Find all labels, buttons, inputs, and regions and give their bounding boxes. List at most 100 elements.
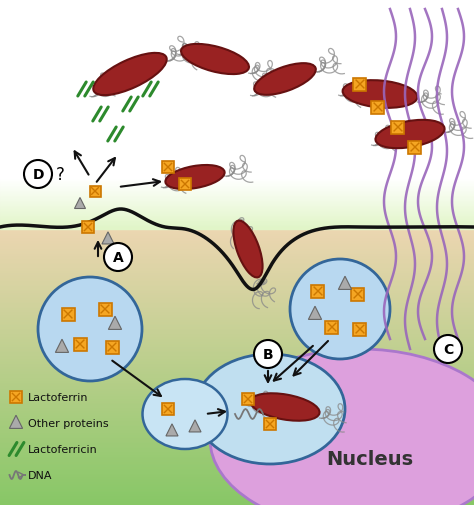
Bar — [0, 286, 474, 288]
Bar — [0, 264, 474, 266]
Polygon shape — [166, 424, 178, 436]
Bar — [0, 303, 474, 305]
Bar — [354, 78, 366, 91]
Bar — [0, 229, 474, 231]
Bar — [0, 67, 474, 69]
Bar — [0, 136, 474, 138]
Bar — [0, 47, 474, 49]
Bar — [0, 413, 474, 414]
Text: A: A — [113, 250, 123, 265]
Bar — [0, 421, 474, 423]
Bar — [0, 222, 474, 224]
Bar — [90, 186, 100, 197]
Bar — [0, 352, 474, 353]
Bar — [0, 382, 474, 384]
Bar — [0, 458, 474, 460]
Bar — [0, 140, 474, 141]
Bar — [0, 456, 474, 458]
Bar — [0, 436, 474, 438]
Bar — [0, 37, 474, 39]
Ellipse shape — [38, 277, 142, 381]
Bar — [0, 315, 474, 317]
Bar — [0, 217, 474, 219]
Bar — [0, 113, 474, 115]
Bar — [0, 491, 474, 493]
Bar — [0, 86, 474, 87]
Ellipse shape — [250, 393, 319, 421]
Ellipse shape — [343, 81, 418, 109]
Bar — [0, 350, 474, 352]
Bar — [0, 115, 474, 116]
Bar — [0, 241, 474, 242]
Bar — [0, 279, 474, 281]
Bar — [0, 276, 474, 278]
Bar — [0, 288, 474, 289]
Bar — [0, 338, 474, 340]
Bar — [352, 288, 365, 301]
Bar — [0, 204, 474, 206]
Text: C: C — [443, 342, 453, 357]
Bar — [0, 480, 474, 481]
Bar — [0, 259, 474, 261]
Bar — [0, 126, 474, 128]
Bar — [0, 222, 474, 223]
Bar — [409, 141, 421, 154]
Bar — [99, 303, 111, 316]
Bar — [0, 426, 474, 428]
Bar — [0, 307, 474, 308]
Bar — [0, 503, 474, 505]
Bar — [0, 186, 474, 187]
Ellipse shape — [210, 349, 474, 505]
Polygon shape — [55, 339, 69, 352]
Bar — [0, 236, 474, 237]
Bar — [0, 289, 474, 291]
Bar — [0, 223, 474, 224]
Bar — [0, 483, 474, 485]
Bar — [0, 168, 474, 170]
Bar — [0, 317, 474, 318]
Bar — [0, 195, 474, 197]
Bar — [0, 188, 474, 190]
Ellipse shape — [375, 121, 445, 149]
Bar — [0, 197, 474, 198]
Bar — [0, 305, 474, 307]
Bar — [0, 423, 474, 424]
Bar — [0, 35, 474, 37]
Bar — [0, 105, 474, 106]
Bar — [0, 387, 474, 389]
Bar — [0, 364, 474, 365]
Bar — [0, 493, 474, 495]
Circle shape — [104, 243, 132, 272]
Bar — [0, 466, 474, 468]
Bar — [0, 10, 474, 12]
Bar — [0, 87, 474, 89]
Bar — [0, 453, 474, 454]
Bar — [0, 152, 474, 153]
Bar — [0, 228, 474, 229]
Bar — [0, 221, 474, 222]
Bar — [0, 369, 474, 370]
Polygon shape — [338, 277, 352, 290]
Bar — [0, 185, 474, 187]
Bar — [0, 424, 474, 426]
Bar — [62, 308, 74, 321]
Bar — [0, 192, 474, 193]
Bar — [0, 199, 474, 200]
Bar — [0, 141, 474, 143]
Bar — [0, 213, 474, 214]
Bar — [0, 385, 474, 387]
Bar — [0, 218, 474, 219]
Bar — [0, 281, 474, 283]
Bar — [0, 478, 474, 480]
Bar — [0, 465, 474, 466]
Bar — [0, 19, 474, 20]
Bar — [0, 261, 474, 263]
Bar — [0, 183, 474, 185]
Bar — [162, 403, 174, 415]
Bar — [0, 439, 474, 441]
Bar — [0, 189, 474, 190]
Bar — [0, 195, 474, 196]
Bar — [0, 320, 474, 322]
Bar — [0, 0, 474, 2]
Bar — [0, 328, 474, 330]
